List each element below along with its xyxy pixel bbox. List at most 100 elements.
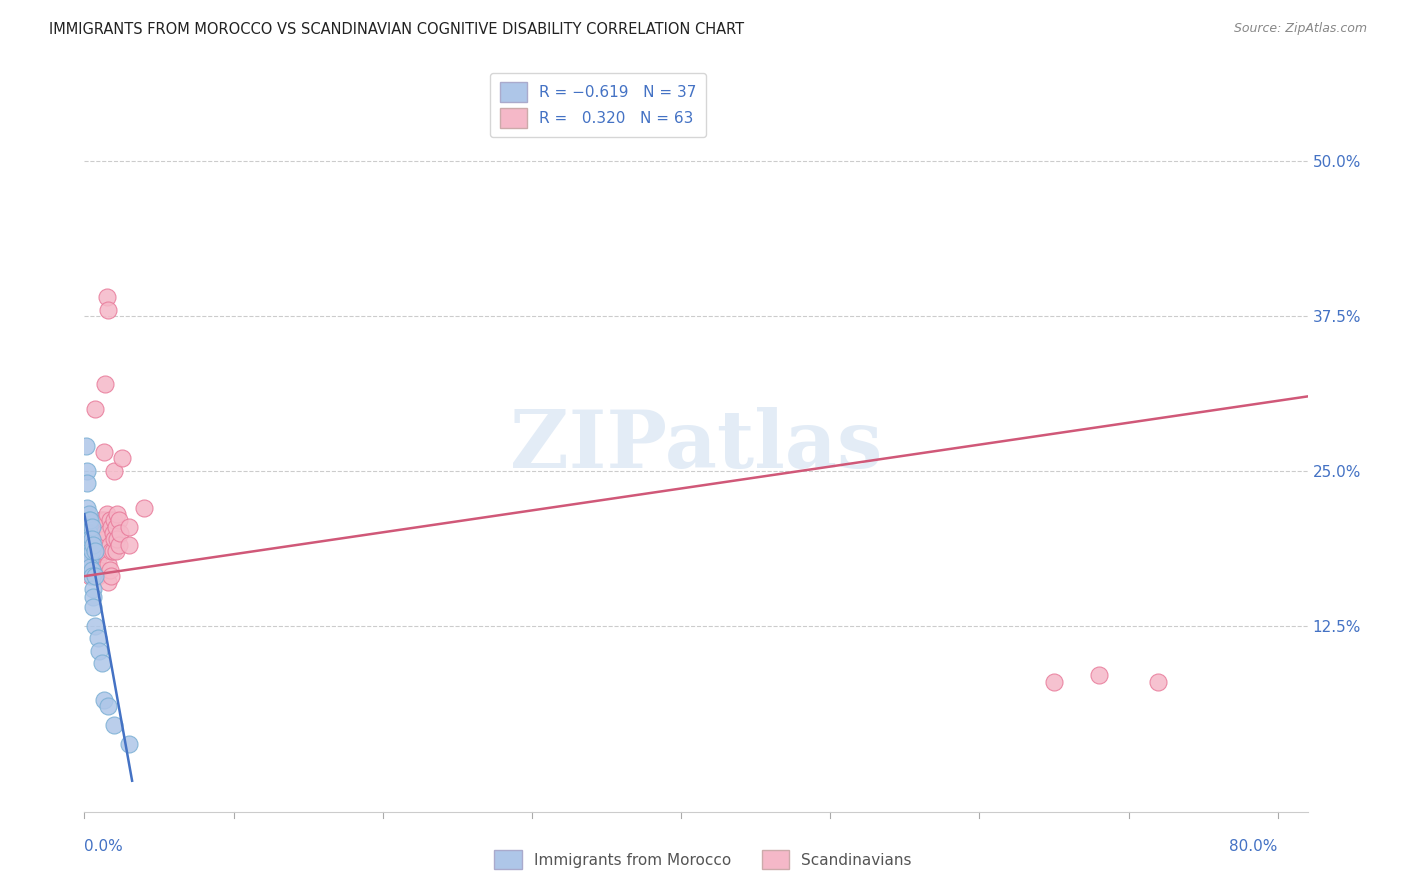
Point — [80, 525, 103, 540]
Point — [77, 507, 100, 521]
Point — [104, 519, 127, 533]
Text: IMMIGRANTS FROM MOROCCO VS SCANDINAVIAN COGNITIVE DISABILITY CORRELATION CHART: IMMIGRANTS FROM MOROCCO VS SCANDINAVIAN … — [49, 22, 744, 37]
Point — [87, 631, 110, 645]
Point — [83, 569, 105, 583]
Point — [87, 550, 110, 565]
Point — [93, 445, 115, 459]
Point — [77, 550, 100, 565]
Point — [79, 560, 101, 574]
Point — [75, 439, 97, 453]
Point — [89, 544, 111, 558]
Point — [83, 532, 105, 546]
Point — [79, 544, 101, 558]
Point — [107, 513, 129, 527]
Point — [77, 513, 100, 527]
Point — [96, 290, 118, 304]
Point — [101, 525, 124, 540]
Point — [90, 513, 112, 527]
Point — [83, 619, 105, 633]
Point — [1087, 668, 1109, 682]
Point — [79, 544, 101, 558]
Point — [94, 377, 117, 392]
Point — [82, 600, 104, 615]
Point — [97, 575, 120, 590]
Point — [96, 525, 118, 540]
Point — [80, 544, 103, 558]
Point — [118, 519, 141, 533]
Point — [80, 563, 103, 577]
Point — [80, 532, 103, 546]
Point — [77, 519, 100, 533]
Point — [83, 401, 105, 416]
Point — [100, 569, 122, 583]
Point — [77, 538, 100, 552]
Legend: R = −0.619   N = 37, R =   0.320   N = 63: R = −0.619 N = 37, R = 0.320 N = 63 — [491, 73, 706, 137]
Point — [76, 544, 98, 558]
Point — [80, 557, 103, 571]
Point — [98, 538, 121, 552]
Point — [96, 507, 118, 521]
Point — [103, 513, 125, 527]
Point — [94, 532, 117, 546]
Point — [91, 513, 114, 527]
Point — [77, 544, 100, 558]
Point — [83, 544, 105, 558]
Point — [94, 513, 117, 527]
Point — [97, 699, 120, 714]
Point — [82, 538, 104, 552]
Point — [77, 532, 100, 546]
Point — [76, 500, 98, 515]
Point — [82, 582, 104, 596]
Point — [105, 507, 128, 521]
Point — [77, 525, 100, 540]
Text: ZIPatlas: ZIPatlas — [510, 407, 882, 485]
Point — [108, 525, 131, 540]
Point — [80, 519, 103, 533]
Point — [89, 643, 111, 657]
Point — [93, 525, 115, 540]
Point — [80, 544, 103, 558]
Point — [77, 532, 100, 546]
Point — [93, 693, 115, 707]
Point — [79, 538, 101, 552]
Text: 80.0%: 80.0% — [1229, 839, 1278, 854]
Point — [79, 553, 101, 567]
Point — [98, 563, 121, 577]
Text: 0.0%: 0.0% — [84, 839, 124, 854]
Point — [1043, 674, 1066, 689]
Point — [83, 550, 105, 565]
Legend: Immigrants from Morocco, Scandinavians: Immigrants from Morocco, Scandinavians — [488, 844, 918, 875]
Point — [91, 656, 114, 670]
Point — [82, 591, 104, 605]
Point — [97, 557, 120, 571]
Point — [1147, 674, 1170, 689]
Point — [103, 464, 125, 478]
Point — [89, 563, 111, 577]
Point — [111, 451, 134, 466]
Point — [105, 532, 128, 546]
Point — [76, 476, 98, 491]
Point — [90, 538, 112, 552]
Point — [103, 718, 125, 732]
Point — [84, 569, 107, 583]
Point — [89, 525, 111, 540]
Point — [76, 557, 98, 571]
Point — [101, 544, 124, 558]
Point — [93, 544, 115, 558]
Point — [91, 544, 114, 558]
Point — [82, 532, 104, 546]
Point — [79, 532, 101, 546]
Point — [79, 513, 101, 527]
Point — [87, 569, 110, 583]
Point — [118, 538, 141, 552]
Point — [77, 550, 100, 565]
Point — [84, 557, 107, 571]
Point — [82, 544, 104, 558]
Point — [98, 513, 121, 527]
Point — [82, 563, 104, 577]
Point — [100, 544, 122, 558]
Point — [118, 737, 141, 751]
Point — [100, 519, 122, 533]
Point — [76, 464, 98, 478]
Point — [107, 538, 129, 552]
